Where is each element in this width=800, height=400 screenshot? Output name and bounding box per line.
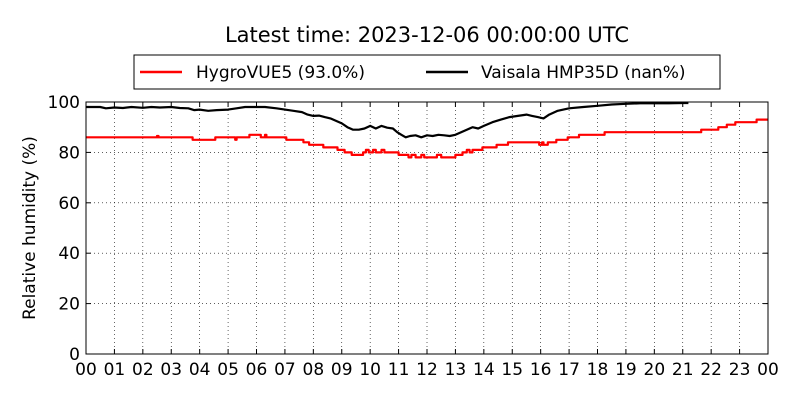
y-tick-label: 100: [48, 93, 80, 113]
x-tick-label: 22: [700, 360, 722, 380]
x-tick-label: 03: [160, 360, 182, 380]
y-tick-label: 0: [69, 345, 80, 365]
x-tick-label: 06: [246, 360, 268, 380]
x-tick-label: 20: [644, 360, 666, 380]
x-tick-label: 12: [416, 360, 438, 380]
x-tick-label: 21: [672, 360, 694, 380]
x-tick-label: 05: [217, 360, 239, 380]
series-line-vaisala: [86, 101, 689, 139]
x-tick-label: 09: [331, 360, 353, 380]
y-tick-label: 20: [58, 295, 80, 315]
x-tick-label: 01: [104, 360, 126, 380]
x-tick-label: 23: [729, 360, 751, 380]
x-tick-label: 19: [615, 360, 637, 380]
plot-frame: [85, 101, 769, 355]
x-tick-label: 15: [501, 360, 523, 380]
x-tick-label: 10: [359, 360, 381, 380]
x-tick-label: 07: [274, 360, 296, 380]
x-tick-label: 08: [303, 360, 325, 380]
chart-title: Latest time: 2023-12-06 00:00:00 UTC: [225, 23, 629, 47]
y-tick-label: 60: [58, 194, 80, 214]
x-tick-label: 17: [558, 360, 580, 380]
y-axis-label: Relative humidity (%): [20, 136, 40, 320]
x-tick-label: 18: [587, 360, 609, 380]
series-layer: [86, 101, 768, 159]
ticks: 00 01 02 03 04 05 06 07 08 09 10 11 12 13 14 15 16 17 18 19…: [48, 93, 779, 380]
legend: HygroVUE5 (93.0%) Vaisala HMP35D (nan%): [133, 54, 721, 90]
x-tick-label: 13: [445, 360, 467, 380]
y-tick-label: 40: [58, 244, 80, 264]
series-line-hygrovue5: [86, 118, 768, 159]
x-tick-label: 00: [75, 360, 97, 380]
x-tick-label: 16: [530, 360, 552, 380]
x-tick-label: 14: [473, 360, 495, 380]
x-tick-label: 04: [189, 360, 211, 380]
x-tick-label: 00: [757, 360, 779, 380]
grid: [86, 102, 768, 354]
legend-label-vaisala: Vaisala HMP35D (nan%): [481, 63, 685, 83]
y-tick-label: 80: [58, 143, 80, 163]
x-tick-label: 02: [132, 360, 154, 380]
legend-label-hygrovue5: HygroVUE5 (93.0%): [196, 63, 365, 83]
x-tick-label: 11: [388, 360, 410, 380]
